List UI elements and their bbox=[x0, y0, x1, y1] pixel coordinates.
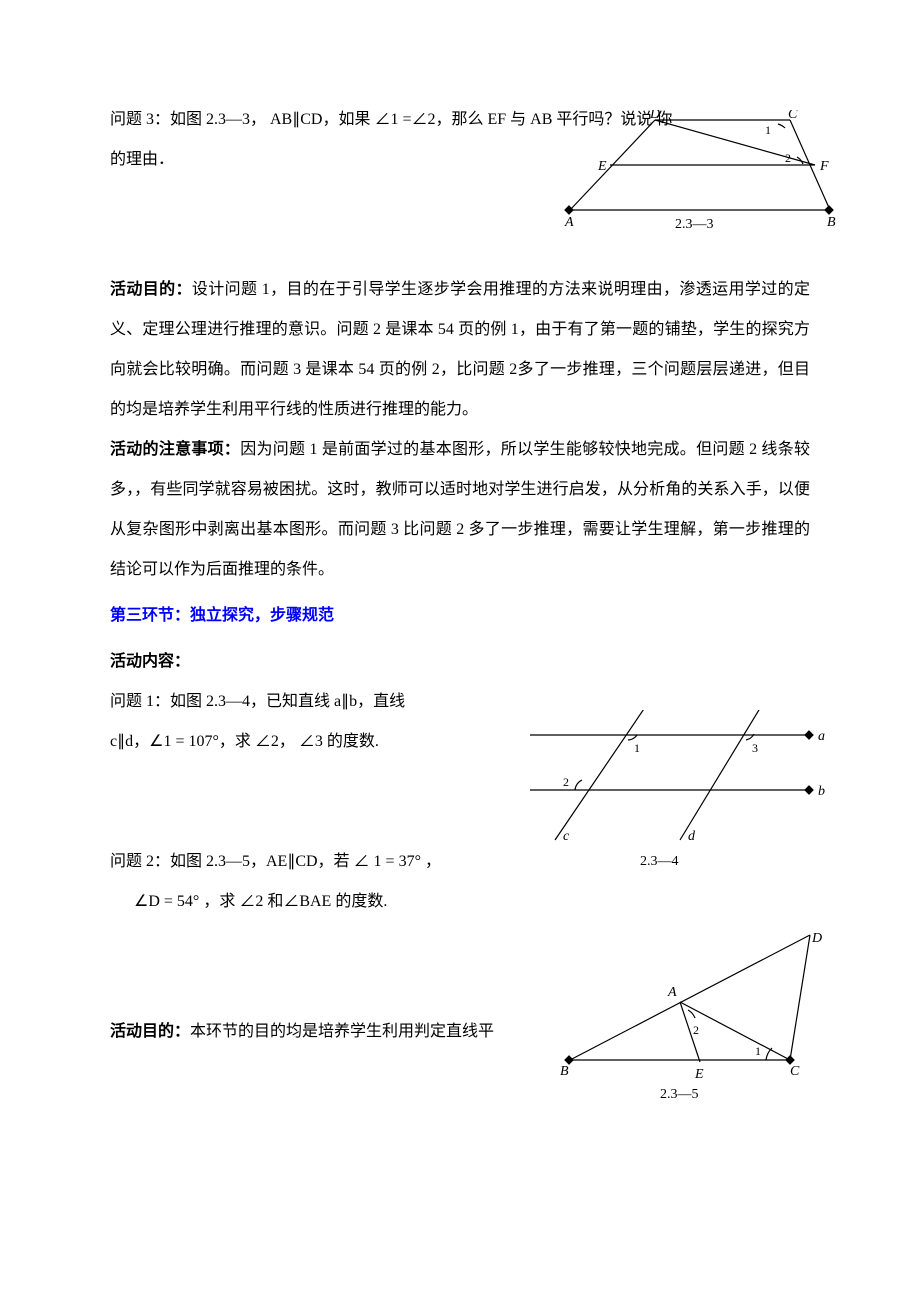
section-3-heading: 第三环节：独立探究，步骤规范 bbox=[110, 596, 810, 636]
activity-purpose-body: 设计问题 1，目的在于引导学生逐步学会用推理的方法来说明理由，渗透运用学过的定义… bbox=[110, 281, 810, 418]
svg-text:1: 1 bbox=[765, 123, 771, 137]
question-1-line-2: c∥d，∠1 = 107°，求 ∠2， ∠3 的度数. bbox=[110, 722, 490, 762]
svg-text:A: A bbox=[667, 985, 677, 1000]
svg-text:D: D bbox=[811, 931, 822, 946]
svg-text:A: A bbox=[564, 215, 574, 230]
svg-text:1: 1 bbox=[755, 1044, 761, 1058]
svg-text:c: c bbox=[563, 829, 570, 844]
svg-text:C: C bbox=[790, 1064, 800, 1079]
svg-text:d: d bbox=[688, 829, 696, 844]
svg-text:1: 1 bbox=[634, 741, 640, 755]
svg-text:B: B bbox=[827, 215, 836, 230]
svg-text:2.3—5: 2.3—5 bbox=[660, 1087, 699, 1102]
svg-text:C: C bbox=[788, 110, 798, 122]
figure-2-3-3: A B C D E F 1 2 2.3—3 bbox=[560, 110, 860, 251]
figure-2-3-5: B C D A E 1 2 2.3—5 bbox=[560, 930, 840, 1121]
svg-text:E: E bbox=[694, 1067, 704, 1082]
svg-text:2.3—3: 2.3—3 bbox=[675, 217, 714, 232]
fig-2-3-3-svg: A B C D E F 1 2 2.3—3 bbox=[560, 110, 860, 235]
activity-notes-body: 因为问题 1 是前面学过的基本图形，所以学生能够较快地完成。但问题 2 线条较多… bbox=[110, 441, 810, 578]
fig-2-3-5-svg: B C D A E 1 2 2.3—5 bbox=[560, 930, 840, 1105]
question-2-line-2: ∠D = 54° ，求 ∠2 和∠BAE 的度数. bbox=[110, 882, 530, 922]
svg-text:B: B bbox=[560, 1064, 569, 1079]
activity-purpose-label: 活动目的： bbox=[110, 281, 192, 298]
activity-purpose: 活动目的：设计问题 1，目的在于引导学生逐步学会用推理的方法来说明理由，渗透运用… bbox=[110, 270, 810, 430]
fig-2-3-4-svg: a b c d 1 2 3 2.3—4 bbox=[530, 710, 830, 870]
activity-content-label: 活动内容： bbox=[110, 642, 810, 682]
svg-text:3: 3 bbox=[752, 741, 758, 755]
activity-notes-label: 活动的注意事项： bbox=[110, 441, 240, 458]
activity-purpose-2-body: 本环节的目的均是培养学生利用判定直线平 bbox=[190, 1023, 494, 1040]
svg-text:a: a bbox=[818, 729, 825, 744]
figure-2-3-4: a b c d 1 2 3 2.3—4 bbox=[530, 710, 830, 886]
svg-text:D: D bbox=[649, 110, 660, 122]
svg-text:F: F bbox=[819, 159, 829, 174]
activity-notes: 活动的注意事项：因为问题 1 是前面学过的基本图形，所以学生能够较快地完成。但问… bbox=[110, 430, 810, 590]
svg-text:2: 2 bbox=[693, 1023, 699, 1037]
svg-text:2: 2 bbox=[785, 151, 791, 165]
svg-text:b: b bbox=[818, 784, 825, 799]
svg-text:2: 2 bbox=[563, 775, 569, 789]
question-2-line-1: 问题 2：如图 2.3—5，AE∥CD，若 ∠ 1 = 37° ， bbox=[110, 842, 530, 882]
question-1-line-1: 问题 1：如图 2.3—4，已知直线 a∥b，直线 bbox=[110, 682, 490, 722]
activity-purpose-2-label: 活动目的： bbox=[110, 1023, 190, 1040]
svg-text:2.3—4: 2.3—4 bbox=[640, 854, 679, 869]
svg-text:E: E bbox=[597, 159, 607, 174]
